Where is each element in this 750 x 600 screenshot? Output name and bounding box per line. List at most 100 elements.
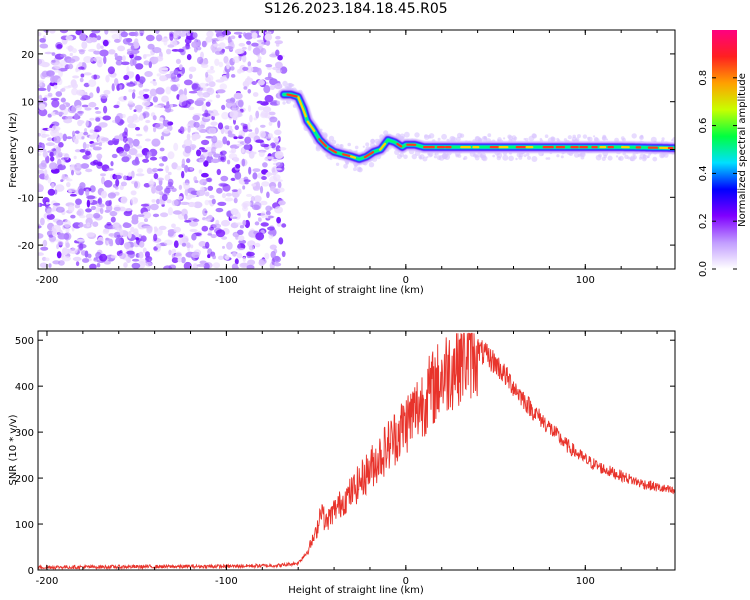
noise-blob	[171, 257, 179, 264]
ridge-halo-dot	[618, 155, 624, 161]
snr-frame	[37, 330, 676, 571]
noise-blob	[244, 32, 254, 40]
noise-blob	[207, 151, 213, 157]
noise-blob	[233, 197, 238, 204]
noise-blob	[188, 201, 196, 208]
noise-blob	[140, 203, 150, 207]
noise-blob	[247, 61, 252, 67]
spectrogram-y-tick-label: 10	[21, 98, 34, 109]
noise-blob	[188, 66, 197, 72]
noise-blob	[106, 168, 114, 171]
noise-blob	[235, 164, 241, 169]
noise-blob	[254, 242, 261, 248]
noise-blob	[166, 48, 172, 55]
noise-blob	[124, 208, 133, 212]
noise-blob	[45, 201, 50, 205]
noise-blob	[127, 42, 134, 46]
noise-blob	[187, 125, 191, 133]
noise-blob	[237, 136, 244, 140]
noise-blob	[163, 239, 173, 246]
noise-blob	[196, 263, 206, 267]
snr-y-tick-label: 500	[15, 336, 34, 347]
noise-blob	[134, 55, 142, 61]
noise-blob	[82, 258, 90, 263]
noise-blob	[142, 100, 151, 107]
noise-blob	[208, 81, 216, 88]
noise-blob	[203, 160, 209, 167]
noise-blob	[182, 46, 191, 50]
noise-blob	[205, 101, 211, 107]
noise-blob	[212, 262, 221, 269]
noise-blob	[183, 182, 190, 190]
noise-blob	[51, 125, 58, 134]
noise-blob	[155, 34, 163, 42]
noise-blob	[142, 225, 152, 229]
noise-blob	[192, 32, 198, 39]
noise-blob	[252, 185, 261, 191]
noise-blob	[81, 95, 91, 101]
noise-blob	[86, 195, 96, 200]
noise-blob	[103, 56, 107, 64]
noise-blob	[145, 262, 153, 267]
ridge-halo-dot	[456, 136, 461, 142]
ridge-halo-dot	[671, 139, 674, 142]
ridge-halo-dot	[563, 138, 568, 142]
noise-blob	[102, 39, 109, 47]
noise-blob	[103, 105, 108, 114]
ridge-halo-dot	[404, 131, 410, 138]
noise-blob	[53, 62, 63, 70]
noise-blob	[84, 250, 89, 258]
noise-blob	[138, 90, 145, 96]
noise-blob	[233, 92, 243, 100]
noise-blob	[51, 183, 55, 189]
noise-blob	[244, 181, 249, 185]
ridge-halo-dot	[353, 167, 357, 172]
noise-blob	[158, 163, 165, 167]
noise-blob	[186, 133, 191, 141]
noise-blob	[72, 135, 79, 143]
noise-blob	[258, 260, 266, 266]
noise-blob	[234, 125, 239, 131]
noise-blob	[175, 165, 182, 171]
noise-blob	[247, 211, 251, 219]
noise-blob	[186, 33, 191, 36]
noise-blob	[258, 40, 265, 48]
noise-blob	[126, 250, 135, 255]
noise-blob	[66, 136, 73, 140]
ridge-halo-dot	[544, 134, 549, 138]
ridge-halo-dot	[513, 136, 518, 141]
ridge-halo-dot	[532, 133, 537, 139]
ridge-halo-dot	[650, 136, 657, 143]
noise-blob	[198, 241, 207, 247]
noise-blob	[221, 236, 228, 240]
noise-blob	[91, 30, 101, 34]
noise-blob	[85, 208, 92, 213]
ridge-halo-dot	[475, 154, 479, 158]
noise-blob	[253, 201, 262, 210]
noise-blob	[270, 185, 276, 192]
noise-blob	[249, 200, 254, 208]
ridge-halo-dot	[343, 163, 348, 169]
noise-blob	[218, 42, 226, 49]
noise-blob	[206, 30, 214, 38]
noise-blob	[38, 202, 41, 208]
colorbar-ticks: 0.0 0.2 0.4 0.6 0.8	[698, 70, 737, 277]
noise-blob	[160, 200, 165, 204]
noise-blob	[202, 113, 211, 117]
noise-blob	[230, 35, 236, 40]
spectrogram-y-tick-label: 20	[21, 50, 34, 61]
noise-blob	[254, 127, 259, 135]
noise-blob	[48, 263, 52, 268]
noise-region	[38, 30, 288, 269]
ridge-halo-dot	[335, 162, 340, 166]
noise-blob	[210, 121, 218, 126]
noise-blob	[256, 100, 264, 104]
noise-blob	[159, 147, 165, 152]
noise-blob	[55, 146, 61, 154]
noise-blob	[38, 184, 44, 192]
ridge-halo-dot	[620, 136, 625, 141]
noise-blob	[150, 203, 159, 211]
noise-blob	[96, 86, 100, 94]
noise-blob	[85, 168, 93, 173]
